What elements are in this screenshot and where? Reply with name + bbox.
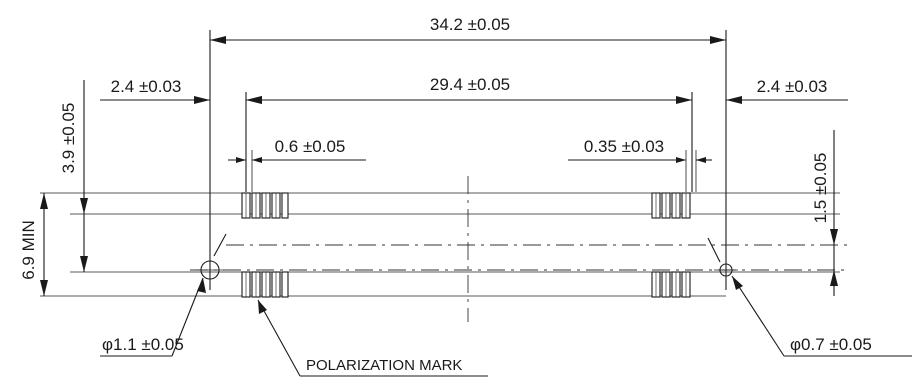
overall-width-label: 34.2 ±0.05 xyxy=(430,15,510,34)
pads-top-left xyxy=(241,192,289,219)
polarization-mark-label: POLARIZATION MARK xyxy=(306,357,462,374)
pad-gap-label: 0.35 ±0.03 xyxy=(584,137,664,156)
overall-width-dimension: 34.2 ±0.05 xyxy=(210,15,726,44)
row-pitch-dimension: 1.5 ±0.05 xyxy=(811,130,838,296)
pads-bottom-left xyxy=(241,271,289,298)
height-dimension: 3.9 ±0.05 xyxy=(59,80,88,272)
polarization-mark-callout: POLARIZATION MARK xyxy=(257,299,488,377)
height-label: 3.9 ±0.05 xyxy=(59,103,78,174)
left-edge-offset-label: 2.4 ±0.03 xyxy=(111,77,182,96)
left-hole xyxy=(196,233,227,284)
pad-width-dimension: 0.6 ±0.05 xyxy=(228,137,366,192)
left-hole-callout: φ1.1 ±0.05 xyxy=(100,277,206,357)
right-hole xyxy=(707,237,738,282)
right-edge-offset-label: 2.4 ±0.03 xyxy=(757,77,828,96)
row-pitch-label: 1.5 ±0.05 xyxy=(811,153,830,224)
pin-span-label: 29.4 ±0.05 xyxy=(430,75,510,94)
right-hole-label: φ0.7 ±0.05 xyxy=(790,335,872,354)
min-height-dimension: 6.9 MIN xyxy=(19,193,48,296)
min-height-label: 6.9 MIN xyxy=(19,220,38,280)
pad-width-label: 0.6 ±0.05 xyxy=(275,137,346,156)
pin-span-dimension: 29.4 ±0.05 xyxy=(246,75,692,104)
pad-gap-dimension: 0.35 ±0.03 xyxy=(568,137,712,192)
right-hole-callout: φ0.7 ±0.05 xyxy=(731,275,912,357)
right-edge-offset-dimension: 2.4 ±0.03 xyxy=(726,77,848,104)
left-hole-label: φ1.1 ±0.05 xyxy=(102,335,184,354)
pads-top-right xyxy=(651,192,691,219)
left-edge-offset-dimension: 2.4 ±0.03 xyxy=(100,77,262,104)
pads-bottom-right xyxy=(651,271,691,298)
